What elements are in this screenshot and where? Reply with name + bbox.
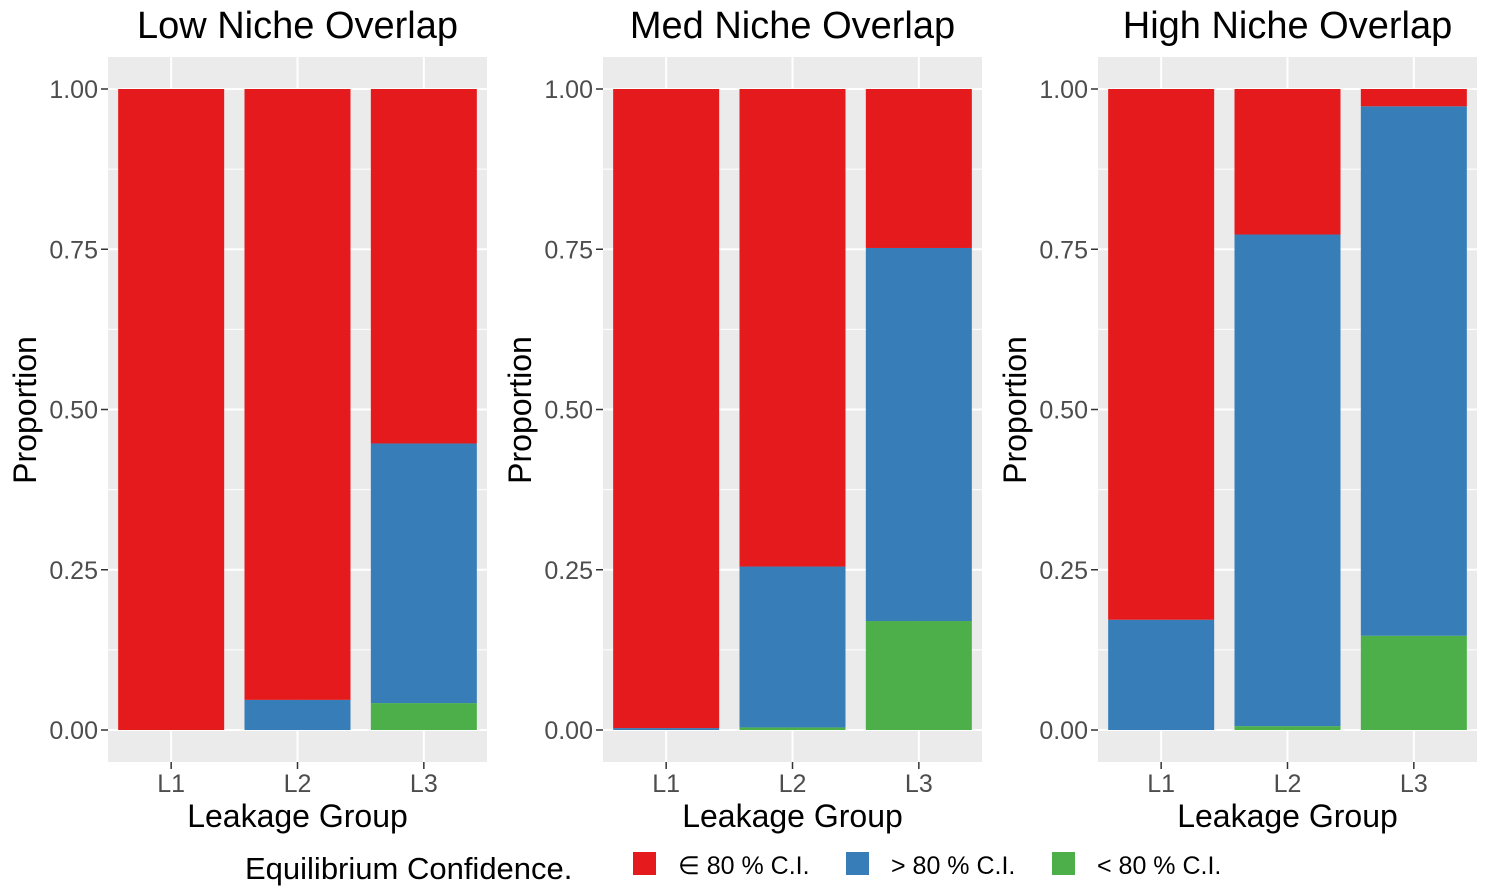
legend-key	[1052, 852, 1075, 875]
bar-l2-series-0	[1234, 726, 1341, 730]
x-axis-title: Leakage Group	[1177, 798, 1398, 834]
panel-3: 0.00 0.25 0.50 0.75 1.00 L1 L2 L3 High Niche Ove…	[997, 5, 1477, 834]
x-tick-label: L1	[652, 770, 680, 798]
bar-l3-series-1	[370, 443, 477, 704]
y-axis-title: Proportion	[997, 336, 1033, 484]
bar-l2-series-2	[739, 89, 846, 567]
bar-l3-series-2	[370, 89, 477, 444]
legend-label: ∈ 80 % C.I.	[678, 852, 810, 880]
y-tick-label: 0.50	[544, 397, 593, 425]
x-tick-label: L3	[410, 770, 438, 798]
y-tick-label: 0.25	[1039, 557, 1088, 585]
panel-title: Med Niche Overlap	[630, 5, 955, 47]
x-tick-label: L2	[284, 770, 312, 798]
bar-l1-series-1	[613, 728, 720, 730]
legend-key	[846, 852, 869, 875]
y-axis-title: Proportion	[502, 336, 538, 484]
panel-title: High Niche Overlap	[1123, 5, 1452, 47]
legend-label: < 80 % C.I.	[1097, 852, 1221, 880]
x-tick-label: L2	[779, 770, 807, 798]
bar-l3-series-2	[1360, 89, 1467, 107]
x-tick-label: L3	[1400, 770, 1428, 798]
bar-l2-series-2	[1234, 89, 1341, 235]
x-axis-title: Leakage Group	[187, 798, 408, 834]
legend-item: ∈ 80 % C.I.	[633, 852, 810, 880]
bar-l1-series-2	[613, 89, 720, 729]
y-tick-label: 0.50	[1039, 397, 1088, 425]
panel-title: Low Niche Overlap	[137, 5, 458, 47]
bar-l3-series-1	[865, 247, 972, 622]
bar-l2-series-1	[244, 699, 351, 730]
chart-panels: 0.00 0.25 0.50 0.75 1.00 L1 L2 L3 Low Niche Over…	[7, 5, 1477, 834]
x-tick-label: L3	[905, 770, 933, 798]
y-tick-label: 1.00	[49, 76, 98, 104]
bar-l2-series-0	[739, 727, 846, 730]
y-tick-label: 0.75	[1039, 236, 1088, 264]
y-tick-label: 1.00	[544, 76, 593, 104]
bar-l3-series-0	[865, 621, 972, 730]
y-axis-title: Proportion	[7, 336, 43, 484]
legend-title: Equilibrium Confidence.	[245, 851, 572, 886]
bar-l2-series-2	[244, 89, 351, 700]
bar-l3-series-0	[1360, 635, 1467, 730]
legend-item: > 80 % C.I.	[846, 852, 1015, 880]
bar-l1-series-2	[1108, 89, 1215, 620]
bar-l2-series-1	[1234, 234, 1341, 727]
panel-1: 0.00 0.25 0.50 0.75 1.00 L1 L2 L3 Low Niche Over…	[7, 5, 487, 834]
bar-l2-series-1	[739, 566, 846, 728]
x-tick-label: L1	[1147, 770, 1175, 798]
y-tick-label: 0.25	[544, 557, 593, 585]
bar-l3-series-1	[1360, 106, 1467, 636]
y-tick-label: 0.00	[1039, 717, 1088, 745]
x-axis-title: Leakage Group	[682, 798, 903, 834]
chart-legend: Equilibrium Confidence. ∈ 80 % C.I. > 80 …	[245, 851, 1221, 886]
legend-label: > 80 % C.I.	[891, 852, 1015, 880]
bar-l1-series-1	[1108, 619, 1215, 730]
bar-l1-series-2	[118, 89, 225, 730]
y-tick-label: 1.00	[1039, 76, 1088, 104]
legend-key	[633, 852, 656, 875]
y-tick-label: 0.00	[544, 717, 593, 745]
y-tick-label: 0.25	[49, 557, 98, 585]
y-tick-label: 0.75	[544, 236, 593, 264]
bar-l3-series-2	[865, 89, 972, 248]
panel-2: 0.00 0.25 0.50 0.75 1.00 L1 L2 L3 Med Niche Over…	[502, 5, 982, 834]
bar-l3-series-0	[370, 703, 477, 730]
x-tick-label: L2	[1274, 770, 1302, 798]
y-tick-label: 0.00	[49, 717, 98, 745]
y-tick-label: 0.50	[49, 397, 98, 425]
y-tick-label: 0.75	[49, 236, 98, 264]
legend-items: ∈ 80 % C.I. > 80 % C.I. < 80 % C.I.	[633, 852, 1221, 880]
x-tick-label: L1	[157, 770, 185, 798]
legend-item: < 80 % C.I.	[1052, 852, 1221, 880]
